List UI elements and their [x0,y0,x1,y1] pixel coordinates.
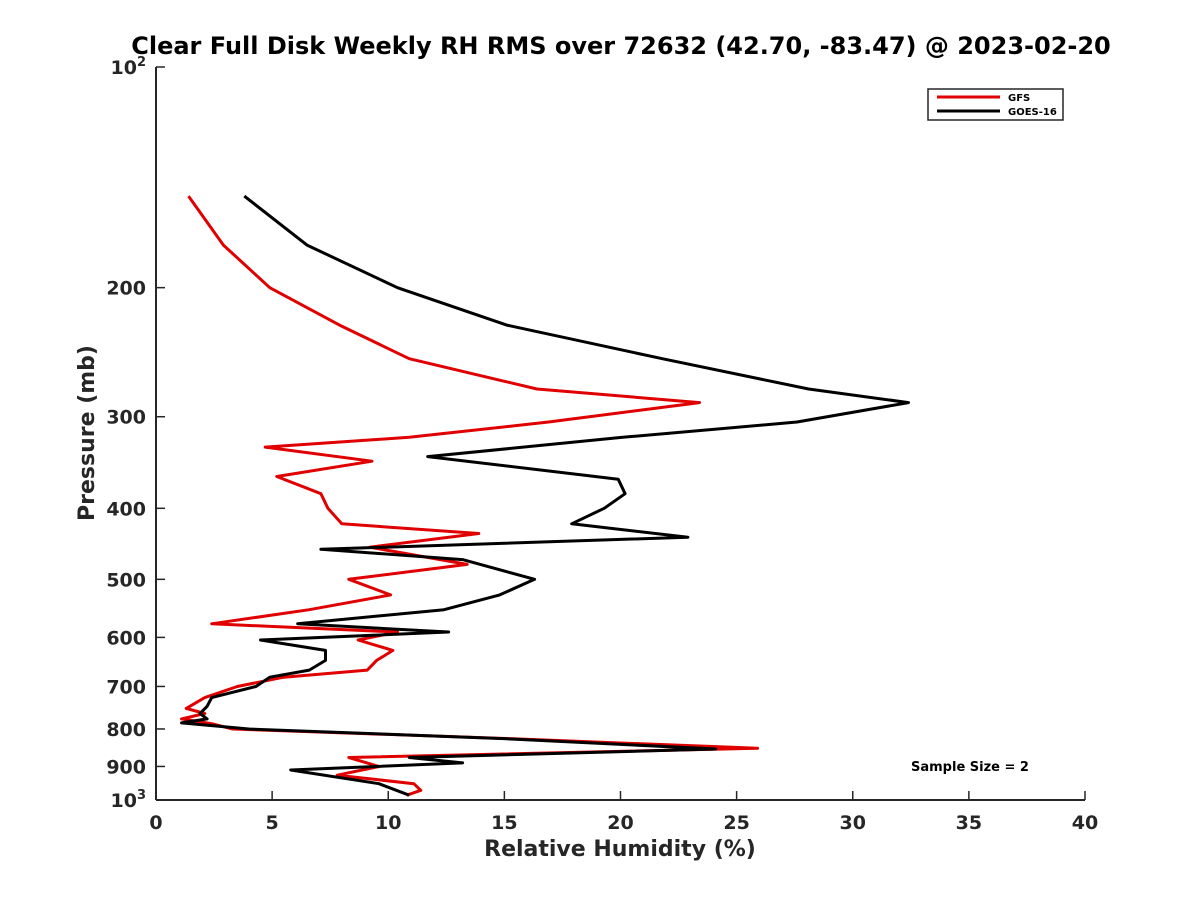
y-tick-base: 10 [111,790,137,812]
x-tick-label: 15 [491,812,517,834]
y-tick-label: 800 [106,719,146,741]
legend: GFS GOES-16 [927,88,1064,121]
x-tick-label: 20 [607,812,633,834]
y-tick-label: 400 [106,498,146,520]
x-tick-label: 5 [266,812,279,834]
y-tick-label: 600 [106,627,146,649]
y-tick-exponent: 3 [137,788,146,803]
y-tick-label: 102 [111,55,147,79]
series-lines [180,194,910,797]
chart-title: Clear Full Disk Weekly RH RMS over 72632… [131,32,1111,60]
legend-box [927,88,1064,121]
x-tick-label: 0 [149,812,162,834]
x-tick-label: 25 [723,812,749,834]
x-tick-label: 35 [956,812,982,834]
series-line-gfs [180,195,759,797]
y-tick-base: 10 [111,57,137,79]
y-tick-label: 103 [111,788,147,812]
y-tick-label: 300 [106,407,146,429]
y-tick-label: 200 [106,278,146,300]
legend-label: GFS [1008,93,1030,104]
y-tick-exponent: 2 [137,55,146,70]
x-axis-label: Relative Humidity (%) [484,837,756,862]
x-axis-ticks: 0 5 10 15 20 25 30 35 40 [149,791,1098,834]
y-tick-label: 500 [106,569,146,591]
x-tick-label: 40 [1072,812,1098,834]
y-tick-label: 900 [106,756,146,778]
x-tick-label: 10 [375,812,401,834]
series-line-goes-16 [180,194,910,797]
x-tick-label: 30 [840,812,866,834]
y-tick-label: 700 [106,676,146,698]
legend-label: GOES-16 [1008,107,1057,118]
sample-size-annotation: Sample Size = 2 [911,760,1029,775]
y-axis-label: Pressure (mb) [75,345,100,521]
